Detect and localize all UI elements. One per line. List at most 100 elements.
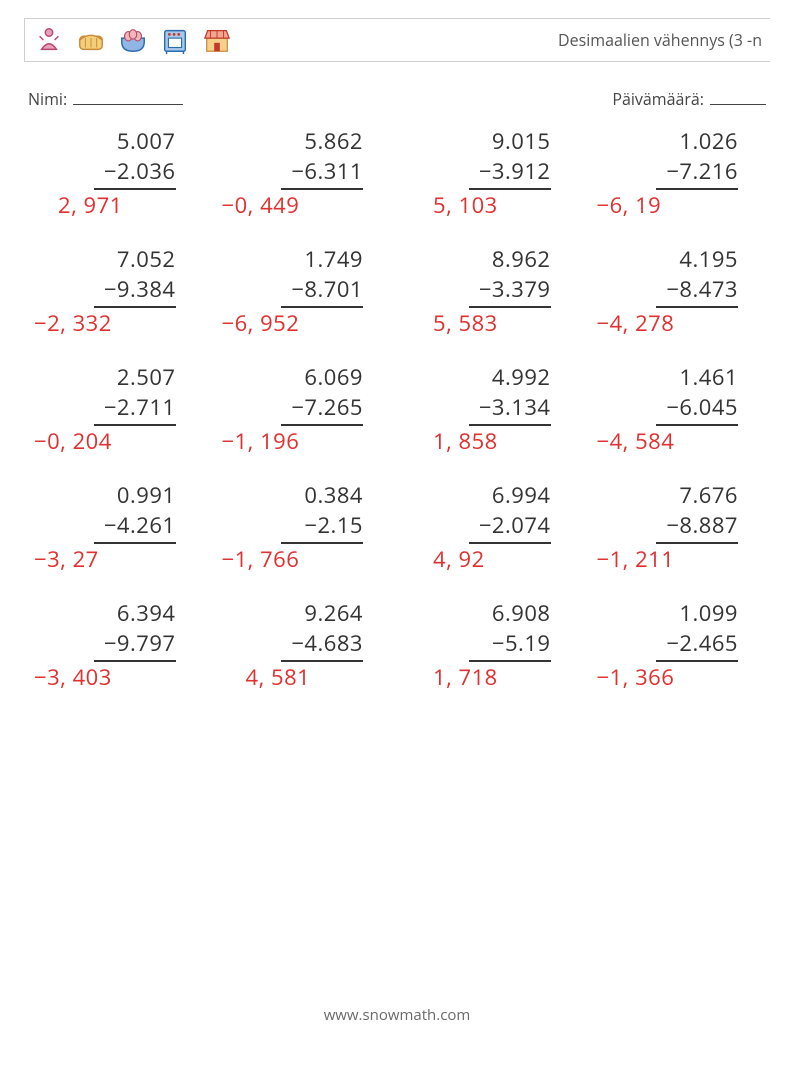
problem-stack: 6.908−5.19 [403, 598, 579, 662]
subtrahend: −2.15 [281, 510, 363, 544]
subtrahend: −2.074 [469, 510, 551, 544]
answer: −4, 278 [591, 308, 767, 338]
answer: −0, 449 [216, 190, 392, 220]
problem-cell: 9.264−4.6834, 581 [210, 594, 398, 692]
problem-cell: 0.384−2.15−1, 766 [210, 476, 398, 574]
worksheet-title: Desimaalien vähennys (3 -n [558, 29, 762, 51]
answer: −3, 27 [28, 544, 204, 574]
shop-icon [201, 24, 233, 56]
answer: −1, 211 [591, 544, 767, 574]
problem-cell: 2.507−2.711−0, 204 [22, 358, 210, 456]
minuend: 6.908 [492, 598, 551, 628]
answer: −1, 196 [216, 426, 392, 456]
problem-stack: 5.007−2.036 [28, 126, 204, 190]
problems-grid: 5.007−2.0362, 9715.862−6.311−0, 4499.015… [22, 122, 772, 692]
problem-stack: 1.749−8.701 [216, 244, 392, 308]
problem-stack: 1.026−7.216 [591, 126, 767, 190]
problem-cell: 7.052−9.384−2, 332 [22, 240, 210, 338]
subtrahend: −6.311 [281, 156, 363, 190]
subtrahend: −8.473 [656, 274, 738, 308]
subtrahend: −2.711 [94, 392, 176, 426]
subtrahend: −3.134 [469, 392, 551, 426]
subtrahend: −9.384 [94, 274, 176, 308]
minuend: 6.994 [492, 480, 551, 510]
subtrahend: −7.265 [281, 392, 363, 426]
name-label: Nimi: [28, 88, 67, 110]
answer: −6, 952 [216, 308, 392, 338]
date-blank-line [710, 91, 766, 105]
problem-cell: 5.862−6.311−0, 449 [210, 122, 398, 220]
problem-cell: 6.069−7.265−1, 196 [210, 358, 398, 456]
subtrahend: −2.465 [656, 628, 738, 662]
answer: 4, 581 [216, 662, 392, 692]
answer: 5, 103 [403, 190, 579, 220]
footer: www.snowmath.com [0, 1005, 794, 1025]
subtrahend: −8.887 [656, 510, 738, 544]
footer-text: www.snowmath.com [324, 1005, 471, 1025]
minuend: 0.991 [117, 480, 176, 510]
answer: −6, 19 [591, 190, 767, 220]
worksheet-header: Desimaalien vähennys (3 -n [24, 18, 770, 62]
problem-stack: 4.992−3.134 [403, 362, 579, 426]
problem-stack: 9.015−3.912 [403, 126, 579, 190]
eggs-icon [117, 24, 149, 56]
problem-cell: 4.992−3.1341, 858 [397, 358, 585, 456]
problem-cell: 7.676−8.887−1, 211 [585, 476, 773, 574]
problem-cell: 1.749−8.701−6, 952 [210, 240, 398, 338]
minuend: 8.962 [492, 244, 551, 274]
minuend: 1.461 [679, 362, 738, 392]
minuend: 0.384 [304, 480, 363, 510]
answer: −2, 332 [28, 308, 204, 338]
minuend: 7.052 [117, 244, 176, 274]
minuend: 7.676 [679, 480, 738, 510]
name-field: Nimi: [28, 88, 183, 110]
bread-icon [75, 24, 107, 56]
answer: −4, 584 [591, 426, 767, 456]
minuend: 9.015 [492, 126, 551, 156]
answer: 1, 718 [403, 662, 579, 692]
minuend: 4.992 [492, 362, 551, 392]
problem-stack: 0.384−2.15 [216, 480, 392, 544]
minuend: 1.026 [679, 126, 738, 156]
minuend: 5.862 [304, 126, 363, 156]
minuend: 6.394 [117, 598, 176, 628]
subtrahend: −4.261 [94, 510, 176, 544]
answer: −1, 766 [216, 544, 392, 574]
date-field: Päivämäärä: [612, 88, 766, 110]
problem-stack: 5.862−6.311 [216, 126, 392, 190]
answer: −0, 204 [28, 426, 204, 456]
subtrahend: −4.683 [281, 628, 363, 662]
subtrahend: −7.216 [656, 156, 738, 190]
problem-cell: 1.099−2.465−1, 366 [585, 594, 773, 692]
problem-cell: 1.026−7.216−6, 19 [585, 122, 773, 220]
answer: 5, 583 [403, 308, 579, 338]
answer: 2, 971 [28, 190, 204, 220]
date-label: Päivämäärä: [612, 88, 704, 110]
subtrahend: −3.912 [469, 156, 551, 190]
subtrahend: −9.797 [94, 628, 176, 662]
problem-stack: 4.195−8.473 [591, 244, 767, 308]
minuend: 4.195 [679, 244, 738, 274]
subtrahend: −2.036 [94, 156, 176, 190]
problem-stack: 1.461−6.045 [591, 362, 767, 426]
name-blank-line [73, 91, 183, 105]
problem-stack: 2.507−2.711 [28, 362, 204, 426]
problem-stack: 0.991−4.261 [28, 480, 204, 544]
subtrahend: −8.701 [281, 274, 363, 308]
answer: 4, 92 [403, 544, 579, 574]
minuend: 1.749 [304, 244, 363, 274]
problem-cell: 6.994−2.0744, 92 [397, 476, 585, 574]
subtrahend: −5.19 [469, 628, 551, 662]
minuend: 6.069 [304, 362, 363, 392]
problem-cell: 4.195−8.473−4, 278 [585, 240, 773, 338]
answer: 1, 858 [403, 426, 579, 456]
problem-cell: 1.461−6.045−4, 584 [585, 358, 773, 456]
problem-stack: 1.099−2.465 [591, 598, 767, 662]
problem-cell: 8.962−3.3795, 583 [397, 240, 585, 338]
problem-cell: 9.015−3.9125, 103 [397, 122, 585, 220]
problem-stack: 6.994−2.074 [403, 480, 579, 544]
problem-stack: 7.676−8.887 [591, 480, 767, 544]
problem-cell: 6.908−5.191, 718 [397, 594, 585, 692]
problem-stack: 6.394−9.797 [28, 598, 204, 662]
problem-cell: 6.394−9.797−3, 403 [22, 594, 210, 692]
